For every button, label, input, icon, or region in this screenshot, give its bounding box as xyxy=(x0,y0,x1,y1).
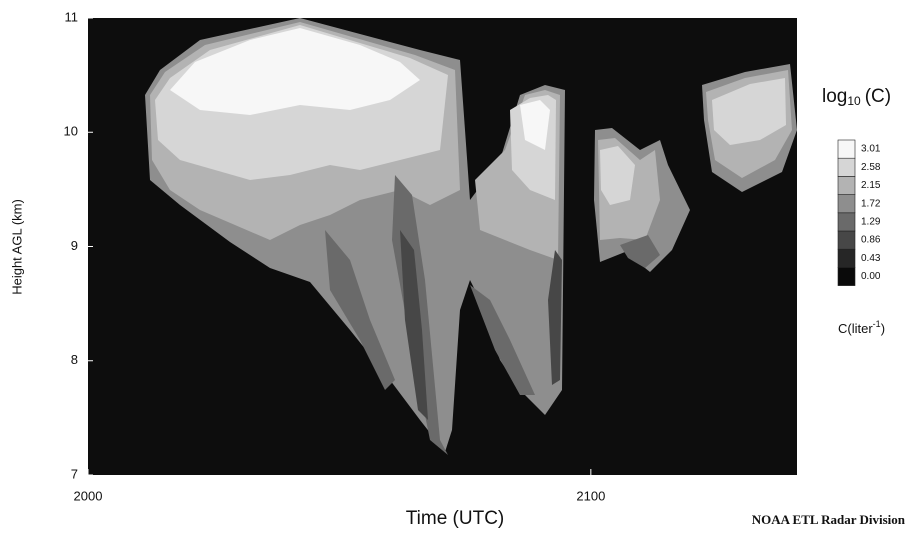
y-tick-label: 10 xyxy=(64,124,78,139)
colorbar-title-rest: (C) xyxy=(865,86,891,107)
colorbar-unit-base: C(liter xyxy=(838,321,873,336)
colorbar-title-sub: 10 xyxy=(847,94,861,108)
colorbar-label: 3.01 xyxy=(861,144,881,155)
colorbar-label: 2.15 xyxy=(861,180,881,191)
y-tick-label: 7 xyxy=(71,466,78,481)
x-tick-label: 2000 xyxy=(74,488,103,503)
colorbar-box xyxy=(837,194,856,214)
contour-regions xyxy=(145,18,797,455)
colorbar-box xyxy=(837,248,856,268)
echo-region xyxy=(620,235,660,268)
colorbar-label: 1.72 xyxy=(861,198,881,209)
x-axis-label: Time (UTC) xyxy=(406,508,505,529)
echo-region xyxy=(325,230,395,390)
echo-region xyxy=(470,285,535,395)
x-tick-label: 2100 xyxy=(576,488,605,503)
credit: NOAA ETL Radar Division xyxy=(752,512,906,527)
colorbar-unit-sup: -1 xyxy=(873,319,881,329)
colorbar-label: 0.00 xyxy=(861,271,881,282)
echo-region xyxy=(520,100,550,150)
echo-region xyxy=(600,146,635,205)
echo-region xyxy=(170,28,420,115)
echo-region xyxy=(712,78,786,145)
echo-region xyxy=(548,250,562,385)
colorbar-unit-rest: ) xyxy=(881,321,885,336)
colorbar-box xyxy=(837,139,856,159)
colorbar-title-base: log xyxy=(822,86,847,107)
colorbar-box xyxy=(837,230,856,250)
colorbar-label: 1.29 xyxy=(861,217,881,228)
y-tick-label: 9 xyxy=(71,238,78,253)
y-tick-label: 8 xyxy=(71,352,78,367)
echo-region xyxy=(400,230,428,420)
colorbar-box xyxy=(837,176,856,195)
colorbar-box xyxy=(837,157,856,177)
colorbar-unit: C(liter-1) xyxy=(838,319,885,336)
y-tick-label: 11 xyxy=(65,9,79,24)
colorbar-title: log10 (C) xyxy=(822,86,891,108)
colorbar-box xyxy=(837,212,856,232)
colorbar-label: 2.58 xyxy=(861,162,881,173)
colorbar-label: 0.43 xyxy=(861,253,881,264)
colorbar-box xyxy=(837,267,856,286)
y-axis-label: Height AGL (km) xyxy=(9,199,24,295)
colorbar-label: 0.86 xyxy=(861,235,881,246)
